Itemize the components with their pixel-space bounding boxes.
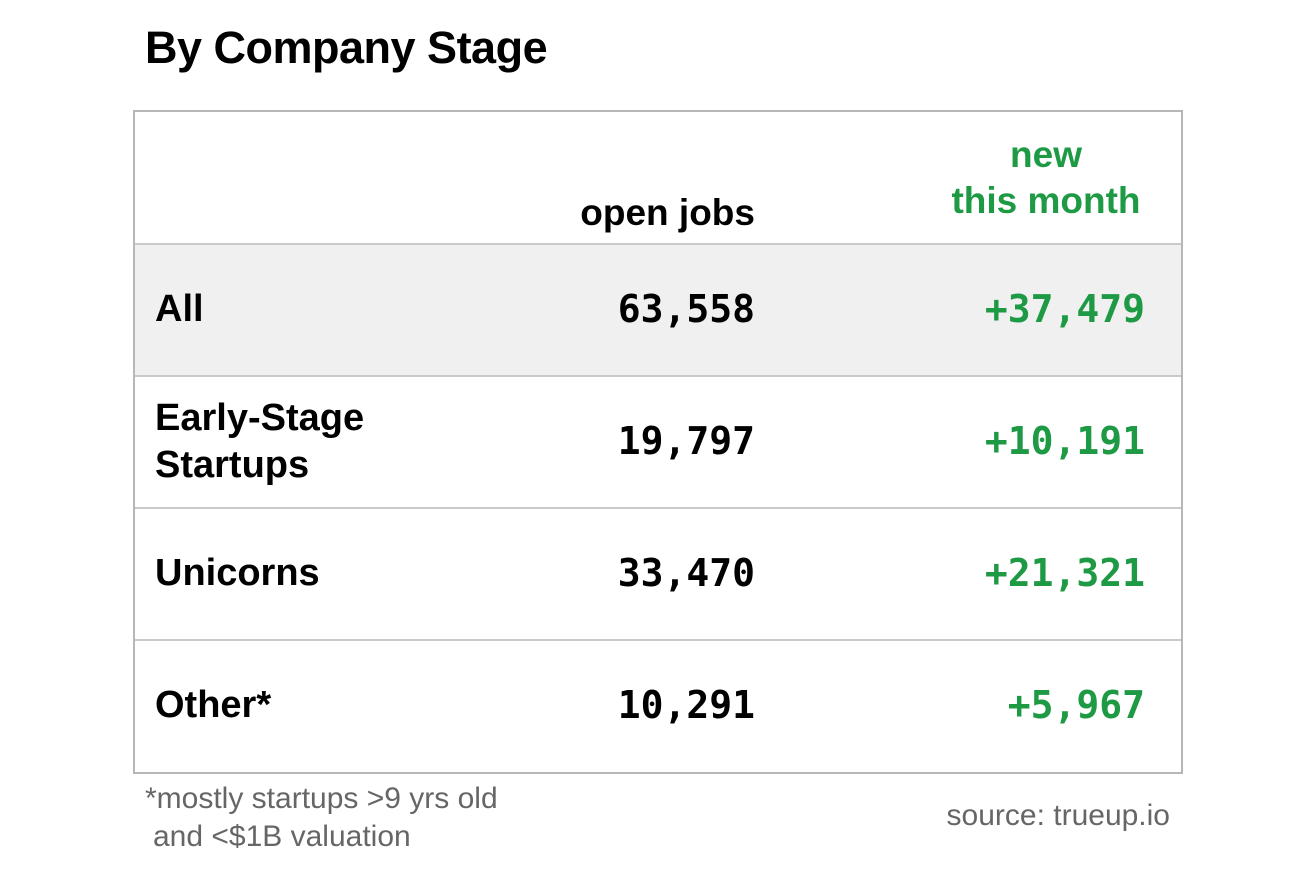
new-this-month-value: +37,479 [984, 287, 1145, 331]
row-label-line: Early-Stage [155, 397, 365, 439]
row-label: All [155, 286, 204, 333]
stage-table: open jobs new this month All 63,558 +37,47… [133, 110, 1183, 774]
open-jobs-value: 63,558 [617, 287, 755, 331]
footnote-line-2: and <$1B valuation [153, 820, 411, 853]
header-open-jobs: open jobs [580, 192, 755, 233]
chart-title: By Company Stage [145, 22, 548, 73]
footnote-line-1: *mostly startups >9 yrs old [145, 782, 498, 815]
table-row: Unicorns 33,470 +21,321 [135, 507, 1181, 639]
open-jobs-value: 19,797 [617, 419, 755, 463]
source-credit: source: trueup.io [946, 799, 1170, 832]
new-this-month-value: +21,321 [984, 551, 1145, 595]
footnote: *mostly startups >9 yrs old and <$1B val… [145, 780, 498, 856]
row-label-line: All [155, 288, 204, 330]
row-label-line: Unicorns [155, 552, 320, 594]
open-jobs-value: 33,470 [617, 551, 755, 595]
header-new-line-1: new [1010, 134, 1082, 175]
row-label-line: Startups [155, 444, 310, 486]
header-new-line-2: this month [951, 180, 1141, 221]
table-header-row: open jobs new this month [135, 112, 1181, 243]
new-this-month-value: +5,967 [1007, 683, 1145, 727]
header-new-this-month: new this month [921, 132, 1171, 224]
row-label: Unicorns [155, 550, 320, 597]
table-row: Early-Stage Startups 19,797 +10,191 [135, 375, 1181, 507]
table-row: All 63,558 +37,479 [135, 243, 1181, 375]
new-this-month-value: +10,191 [984, 419, 1145, 463]
row-label: Other* [155, 682, 271, 729]
row-label-line: Other* [155, 684, 272, 726]
table-row: Other* 10,291 +5,967 [135, 639, 1181, 771]
open-jobs-value: 10,291 [617, 683, 755, 727]
row-label: Early-Stage Startups [155, 395, 364, 489]
